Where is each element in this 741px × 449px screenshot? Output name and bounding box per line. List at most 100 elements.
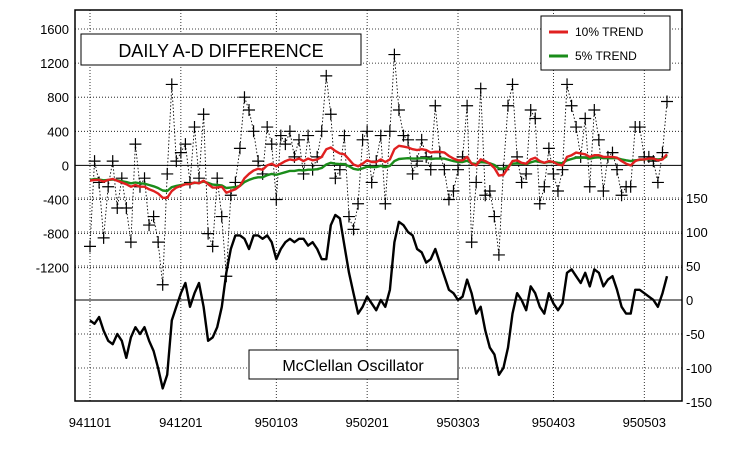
ad-point-marker: [206, 240, 219, 253]
ad-point-marker: [661, 95, 673, 108]
x-tick-label: 950201: [345, 415, 388, 430]
ad-point-marker: [84, 240, 96, 253]
x-tick-label: 950303: [436, 415, 479, 430]
x-tick-label: 950403: [532, 415, 575, 430]
ad-point-marker: [124, 236, 137, 249]
ad-point-marker: [542, 142, 555, 155]
ad-point-marker: [492, 248, 505, 261]
ad-point-marker: [592, 133, 605, 146]
ad-point-marker: [488, 210, 501, 223]
ad-point-marker: [361, 125, 374, 138]
ad-point-marker: [533, 197, 546, 210]
ad-y-tick-label: 1200: [40, 56, 69, 71]
ad-point-marker: [515, 176, 528, 189]
ad-point-marker: [252, 155, 265, 168]
ad-point-marker: [588, 103, 601, 116]
ad-point-marker: [120, 202, 133, 215]
ad-point-marker: [597, 184, 610, 197]
ad-point-marker: [88, 155, 101, 168]
osc-y-tick-label: -100: [686, 361, 712, 376]
ad-point-marker: [633, 121, 646, 134]
ad-title: DAILY A-D DIFFERENCE: [118, 41, 323, 61]
ad-point-marker: [320, 69, 333, 82]
ad-point-marker: [374, 129, 387, 142]
x-tick-label: 950103: [255, 415, 298, 430]
ad-point-marker: [247, 125, 260, 138]
grid-lines: [75, 10, 682, 401]
ad-point-marker: [474, 82, 487, 95]
tick-labels: 941101 941201 950103 950201 950303 950403 9505…: [36, 22, 712, 430]
ad-point-marker: [615, 189, 628, 202]
osc-y-tick-label: -50: [686, 327, 705, 342]
ad-point-marker: [202, 227, 215, 240]
ad-point-marker: [402, 133, 415, 146]
ad-point-marker: [447, 184, 460, 197]
ad-point-marker: [583, 180, 596, 193]
ad-point-marker: [565, 99, 578, 112]
ad-point-marker: [547, 167, 560, 180]
ad-point-marker: [656, 146, 669, 159]
ad-point-marker: [611, 163, 624, 176]
ad-point-marker: [501, 99, 514, 112]
ad-point-marker: [424, 163, 437, 176]
ad-point-marker: [342, 210, 355, 223]
mcclellan-oscillator-line: [89, 213, 669, 390]
osc-title: McClellan Oscillator: [282, 358, 424, 375]
ad-y-tick-label: 400: [47, 124, 69, 139]
ad-y-tick-label: 800: [47, 90, 69, 105]
ad-point-marker: [483, 184, 496, 197]
ad-point-marker: [379, 197, 392, 210]
osc-y-tick-label: 0: [686, 293, 693, 308]
ad-point-marker: [261, 121, 274, 134]
ad-y-tick-label: -1200: [36, 261, 69, 276]
ad-point-marker: [165, 78, 178, 91]
ad-point-marker: [579, 112, 592, 125]
ad-point-marker: [438, 163, 451, 176]
ad-point-marker: [356, 133, 369, 146]
ad-point-marker: [170, 155, 183, 168]
ad-point-marker: [188, 121, 201, 134]
ad-point-marker: [388, 48, 401, 61]
x-tick-label: 941101: [69, 415, 111, 430]
ad-point-marker: [174, 146, 187, 159]
ad-point-marker: [270, 193, 283, 206]
ad-point-marker: [97, 231, 110, 244]
ad-point-marker: [415, 133, 428, 146]
ad-y-tick-label: 1600: [40, 22, 69, 37]
ad-y-tick-label: 0: [62, 158, 69, 173]
trend-10pct-line: [89, 144, 668, 200]
ad-point-marker: [274, 129, 287, 142]
ad-point-marker: [179, 138, 192, 151]
osc-title-box: McClellan Oscillator: [248, 349, 459, 380]
ad-point-marker: [624, 180, 637, 193]
ad-point-marker: [292, 133, 305, 146]
ad-point-marker: [161, 167, 174, 180]
ad-point-marker: [442, 193, 455, 206]
ad-point-marker: [365, 176, 378, 189]
ad-point-marker: [233, 142, 246, 155]
osc-y-tick-label: -150: [686, 395, 712, 410]
ad-title-box: DAILY A-D DIFFERENCE: [80, 33, 362, 66]
ad-point-marker: [529, 112, 542, 125]
ad-point-marker: [651, 176, 664, 189]
ad-point-marker: [524, 103, 537, 116]
ad-point-marker: [279, 138, 292, 151]
ad-y-tick-label: -400: [43, 193, 69, 208]
ad-point-marker: [452, 163, 465, 176]
ad-point-marker: [561, 78, 574, 91]
osc-y-tick-label: 50: [686, 259, 700, 274]
ad-point-marker: [338, 129, 351, 142]
osc-y-tick-label: 100: [686, 225, 708, 240]
ad-point-marker: [302, 129, 315, 142]
ad-point-marker: [347, 223, 360, 236]
ad-point-marker: [152, 236, 165, 249]
ad-point-marker: [461, 99, 474, 112]
legend: 10% TREND 5% TREND: [540, 15, 671, 71]
ad-point-marker: [506, 78, 519, 91]
ad-point-marker: [147, 210, 160, 223]
ad-point-marker: [551, 184, 564, 197]
ad-point-marker: [392, 103, 405, 116]
ad-point-marker: [470, 176, 483, 189]
series-layer: [84, 48, 673, 390]
